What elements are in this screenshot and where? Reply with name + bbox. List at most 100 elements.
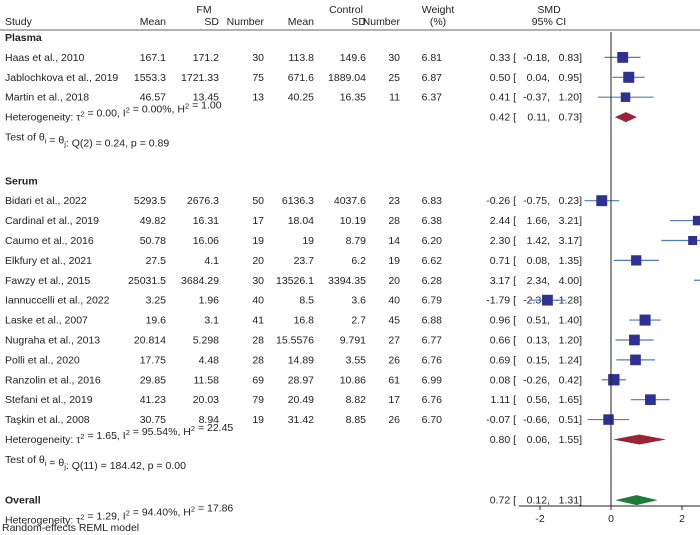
study-0-0-control-sd: 149.6 bbox=[340, 52, 366, 64]
study-0-0-control-n: 30 bbox=[388, 52, 400, 64]
study-1-10-fm-mean: 41.23 bbox=[140, 394, 166, 406]
study-1-10-weight: 6.76 bbox=[422, 394, 443, 406]
study-1-9-ci-lower: -0.26, bbox=[523, 374, 550, 386]
study-1-10-ci-estimate: 1.11 [ bbox=[491, 394, 517, 406]
subgroup-1-heterogeneity: Heterogeneity: τ2 = 1.65, I2 = 95.54%, H… bbox=[5, 422, 233, 446]
study-1-11-control-sd: 8.85 bbox=[346, 414, 367, 426]
study-1-8-fm-mean: 17.75 bbox=[140, 354, 166, 366]
study-1-7-control-mean: 15.5576 bbox=[276, 334, 314, 346]
study-1-4-fm-sd: 3684.29 bbox=[181, 275, 219, 287]
study-1-2-label: Caumo et al., 2016 bbox=[5, 235, 94, 247]
study-1-1-box bbox=[692, 215, 700, 226]
study-1-1-ci-estimate: 2.44 [ bbox=[490, 215, 516, 227]
study-1-8-fm-n: 28 bbox=[252, 354, 264, 366]
study-0-1-control-sd: 1889.04 bbox=[328, 72, 366, 84]
study-1-1-fm-sd: 16.31 bbox=[193, 215, 219, 227]
header-study: Study bbox=[5, 16, 33, 28]
study-1-9-box bbox=[608, 374, 620, 386]
study-1-10-control-mean: 20.49 bbox=[288, 394, 314, 406]
subgroup-0-diamond bbox=[614, 112, 637, 123]
study-1-4-label: Fawzy et al., 2015 bbox=[5, 275, 90, 287]
study-0-1-ci-lower: 0.04, bbox=[527, 72, 550, 84]
study-1-8-weight: 6.76 bbox=[422, 354, 443, 366]
model-footnote: Random-effects REML model bbox=[2, 522, 139, 534]
header-group-fm: FM bbox=[196, 4, 211, 16]
study-1-11-control-mean: 31.42 bbox=[288, 414, 314, 426]
study-1-8-control-n: 26 bbox=[388, 354, 400, 366]
study-1-11-ci-upper: 0.51] bbox=[559, 414, 582, 426]
study-1-8-control-mean: 14.89 bbox=[288, 354, 314, 366]
study-0-0-ci-lower: -0.18, bbox=[523, 52, 550, 64]
study-1-8-box bbox=[630, 354, 641, 366]
study-1-7-fm-sd: 5.298 bbox=[193, 334, 219, 346]
study-1-0-weight: 6.83 bbox=[422, 195, 443, 207]
study-1-6-fm-mean: 19.6 bbox=[146, 315, 167, 327]
study-1-0-control-mean: 6136.3 bbox=[282, 195, 314, 207]
study-0-0-ci-estimate: 0.33 [ bbox=[490, 52, 516, 64]
header-smd: SMD bbox=[537, 4, 561, 16]
header-control-mean: Mean bbox=[288, 16, 314, 28]
study-1-4-fm-mean: 25031.5 bbox=[128, 275, 166, 287]
study-1-3-control-sd: 6.2 bbox=[351, 255, 366, 267]
study-1-7-ci-estimate: 0.66 [ bbox=[490, 334, 516, 346]
study-1-5-control-mean: 8.5 bbox=[299, 295, 314, 307]
study-1-7-weight: 6.77 bbox=[422, 334, 443, 346]
study-1-2-ci-lower: 1.42, bbox=[527, 235, 550, 247]
overall-heterogeneity: Heterogeneity: τ2 = 1.29, I2 = 94.40%, H… bbox=[5, 503, 233, 527]
study-1-1-fm-n: 17 bbox=[252, 215, 264, 227]
study-1-9-ci-estimate: 0.08 [ bbox=[490, 374, 516, 386]
study-1-2-ci-upper: 3.17] bbox=[559, 235, 582, 247]
study-0-2-box bbox=[620, 92, 631, 102]
study-0-2-label: Martin et al., 2018 bbox=[5, 92, 89, 104]
overall-summary-upper: 1.31] bbox=[559, 495, 582, 507]
header-control-number: Number bbox=[363, 16, 401, 28]
study-1-6-fm-sd: 3.1 bbox=[204, 315, 219, 327]
study-1-0-ci-estimate: -0.26 [ bbox=[486, 195, 516, 207]
subgroup-1-title: Serum bbox=[5, 175, 38, 187]
study-0-0-label: Haas et al., 2010 bbox=[5, 52, 85, 64]
study-1-2-weight: 6.20 bbox=[422, 235, 443, 247]
header-weight-pct: (%) bbox=[430, 16, 446, 28]
study-1-7-box bbox=[629, 334, 640, 346]
study-1-11-fm-n: 19 bbox=[252, 414, 264, 426]
study-1-0-box bbox=[596, 195, 608, 207]
overall-title: Overall bbox=[5, 495, 41, 507]
study-1-6-ci-lower: 0.51, bbox=[527, 315, 550, 327]
study-1-8-control-sd: 3.55 bbox=[346, 354, 367, 366]
header-fm-sd: SD bbox=[204, 16, 219, 28]
header-weight: Weight bbox=[422, 4, 455, 16]
study-1-9-weight: 6.99 bbox=[422, 374, 443, 386]
study-1-5-fm-n: 40 bbox=[252, 295, 264, 307]
study-1-3-fm-n: 20 bbox=[252, 255, 264, 267]
overall-diamond bbox=[615, 495, 658, 506]
x-tick-label-0: 0 bbox=[608, 513, 614, 525]
study-1-5-ci-estimate: -1.79 [ bbox=[486, 295, 516, 307]
study-0-2-fm-n: 13 bbox=[252, 92, 264, 104]
study-1-11-box bbox=[603, 414, 614, 425]
study-1-3-ci-estimate: 0.71 [ bbox=[490, 255, 516, 267]
study-1-2-fm-mean: 50.78 bbox=[140, 235, 166, 247]
overall-summary-estimate: 0.72 [ bbox=[490, 495, 516, 507]
study-1-7-fm-n: 28 bbox=[252, 334, 264, 346]
study-1-8-fm-sd: 4.48 bbox=[199, 354, 220, 366]
study-1-2-ci-estimate: 2.30 [ bbox=[490, 235, 516, 247]
study-1-0-fm-sd: 2676.3 bbox=[187, 195, 219, 207]
study-1-6-control-mean: 16.8 bbox=[294, 315, 315, 327]
study-1-2-control-mean: 19 bbox=[302, 235, 314, 247]
subgroup-1-summary-estimate: 0.80 [ bbox=[490, 434, 516, 446]
study-1-9-control-mean: 28.97 bbox=[288, 374, 314, 386]
study-1-7-fm-mean: 20.814 bbox=[134, 334, 166, 346]
subgroup-1-test: Test of θi = θj: Q(11) = 184.42, p = 0.0… bbox=[5, 454, 186, 472]
study-1-11-label: Taşkin et al., 2008 bbox=[5, 414, 90, 426]
study-1-4-fm-n: 30 bbox=[252, 275, 264, 287]
study-1-7-control-n: 27 bbox=[388, 334, 400, 346]
study-1-10-box bbox=[645, 394, 656, 406]
study-0-2-weight: 6.37 bbox=[422, 92, 443, 104]
study-1-11-fm-sd: 8.94 bbox=[199, 414, 220, 426]
study-1-0-control-sd: 4037.6 bbox=[334, 195, 366, 207]
study-1-6-ci-estimate: 0.96 [ bbox=[490, 315, 516, 327]
study-1-0-ci-lower: -0.75, bbox=[523, 195, 550, 207]
study-1-1-ci-upper: 3.21] bbox=[559, 215, 582, 227]
study-0-2-fm-mean: 46.57 bbox=[140, 92, 166, 104]
header-fm-mean: Mean bbox=[140, 16, 166, 28]
